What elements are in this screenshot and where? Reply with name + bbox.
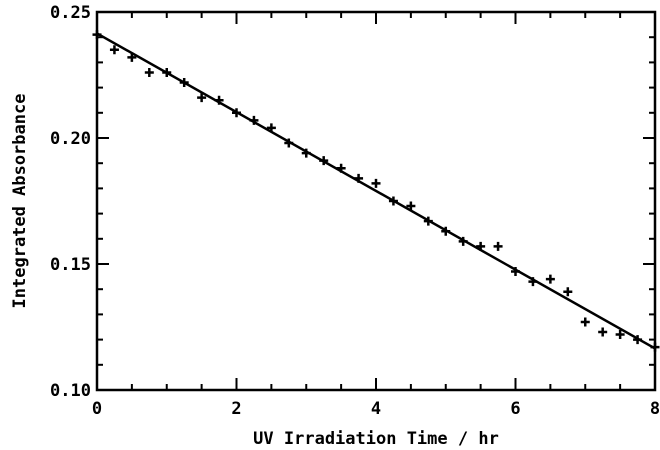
data-point bbox=[406, 201, 416, 211]
data-point bbox=[249, 115, 259, 125]
data-point bbox=[563, 287, 573, 297]
x-tick-label: 8 bbox=[650, 399, 660, 419]
data-point bbox=[615, 330, 625, 340]
data-point bbox=[197, 93, 207, 103]
plot-frame bbox=[95, 10, 657, 392]
y-tick-label: 0.20 bbox=[50, 129, 91, 149]
data-point bbox=[144, 67, 154, 77]
x-tick-label: 0 bbox=[92, 399, 102, 419]
data-point bbox=[441, 226, 451, 236]
data-point bbox=[511, 267, 520, 277]
x-tick-label: 4 bbox=[371, 399, 381, 419]
data-point bbox=[598, 327, 608, 337]
x-axis-title: UV Irradiation Time / hr bbox=[253, 429, 499, 449]
y-tick-label: 0.10 bbox=[50, 381, 91, 401]
y-tick-label: 0.15 bbox=[50, 255, 91, 275]
data-point bbox=[580, 317, 590, 327]
data-point bbox=[423, 216, 433, 226]
data-point bbox=[109, 45, 119, 55]
x-tick-label: 2 bbox=[231, 399, 241, 419]
data-point bbox=[458, 236, 468, 246]
y-axis-title: Integrated Absorbance bbox=[10, 94, 30, 309]
data-point bbox=[354, 173, 364, 183]
data-point bbox=[633, 335, 643, 345]
data-point bbox=[92, 30, 102, 40]
data-point bbox=[284, 138, 294, 148]
data-point bbox=[336, 163, 346, 173]
data-point bbox=[493, 241, 503, 251]
data-point bbox=[650, 342, 660, 352]
fit-line bbox=[96, 32, 656, 350]
data-point bbox=[388, 196, 398, 206]
data-point bbox=[162, 67, 172, 77]
data-point bbox=[301, 148, 311, 158]
data-point bbox=[232, 108, 241, 118]
x-tick-label: 6 bbox=[510, 399, 520, 419]
data-point bbox=[214, 95, 224, 105]
data-point bbox=[266, 123, 276, 133]
data-point bbox=[319, 156, 329, 166]
data-point bbox=[127, 52, 137, 62]
data-point bbox=[476, 241, 486, 251]
data-point bbox=[528, 277, 538, 287]
data-point bbox=[179, 78, 189, 88]
data-point bbox=[371, 178, 381, 188]
data-point bbox=[545, 274, 555, 284]
y-tick-label: 0.25 bbox=[50, 3, 91, 23]
